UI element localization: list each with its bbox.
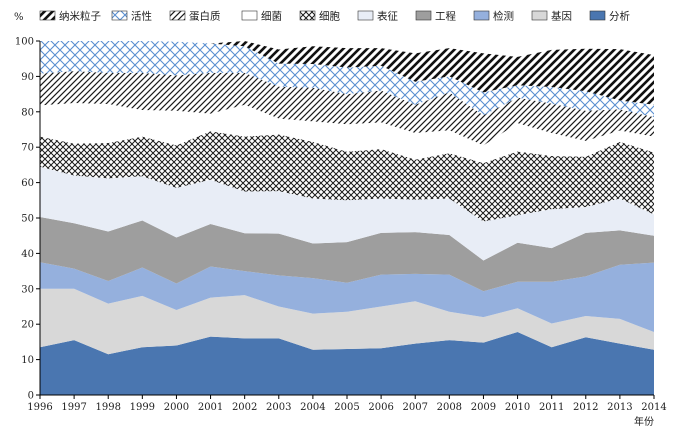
area-series-0 (40, 331, 654, 395)
legend-swatch-series-7 (169, 10, 186, 21)
x-tick-label: 1998 (95, 402, 120, 413)
x-tick-label: 2002 (232, 402, 257, 413)
legend-swatch-series-2 (473, 10, 490, 21)
legend-label-series-0: 分析 (609, 10, 630, 23)
y-tick-label: 20 (21, 320, 34, 331)
area-series-8 (40, 41, 654, 118)
area-series-2 (40, 262, 654, 332)
legend-label-series-8: 活性 (131, 10, 152, 23)
x-tick-label: 2013 (607, 402, 632, 413)
y-tick-label: 90 (21, 72, 34, 83)
x-tick-label: 1999 (130, 402, 155, 413)
y-tick-label: 60 (21, 178, 34, 189)
x-tick-label: 2014 (641, 402, 666, 413)
legend-label-series-6: 细菌 (261, 10, 282, 23)
legend-swatch-series-3 (415, 10, 432, 21)
legend-swatch-series-0 (589, 10, 606, 21)
legend-label-series-2: 检测 (493, 10, 514, 23)
y-tick-label: 80 (21, 107, 34, 118)
y-unit-label: % (14, 12, 24, 23)
axes-layer: 0 10 20 30 40 50 60 70 80 90 100 1996 1997 1998 1999 20… (14, 12, 667, 428)
legend-label-series-7: 蛋白质 (189, 10, 221, 23)
y-tick-label: 70 (21, 143, 34, 154)
x-tick-label: 2000 (164, 402, 189, 413)
area-series-6 (40, 102, 654, 164)
legend-swatch-series-5 (299, 10, 316, 21)
x-tick-label: 2010 (505, 402, 530, 413)
legend: 纳米粒子 活性 蛋白质 细菌 细胞 表征 工程 检测 基因 分析 (39, 10, 630, 23)
x-tick-label: 2011 (539, 402, 564, 413)
x-tick-label: 2012 (573, 402, 598, 413)
legend-label-series-9: 纳米粒子 (59, 10, 101, 23)
x-tick-label: 2004 (300, 402, 325, 413)
area-series-5 (40, 131, 654, 222)
y-tick-label: 30 (21, 284, 34, 295)
area-series-9 (40, 41, 654, 105)
legend-swatch-series-8 (111, 10, 128, 21)
legend-swatch-series-1 (531, 10, 548, 21)
y-tick-label: 10 (21, 355, 34, 366)
x-tick-label: 2003 (266, 402, 291, 413)
x-tick-label: 2008 (437, 402, 462, 413)
area-series-1 (40, 288, 654, 355)
x-tick-label: 2006 (368, 402, 393, 413)
legend-swatch-series-9 (39, 10, 56, 21)
area-series-3 (40, 216, 654, 292)
x-tick-label: 2001 (198, 402, 223, 413)
x-tick-label: 2009 (471, 402, 496, 413)
x-tick-label: 1996 (27, 402, 52, 413)
y-tick-label: 0 (28, 391, 34, 402)
area-series-4 (40, 166, 654, 261)
x-axis-label: 年份 (634, 415, 654, 428)
y-tick-label: 50 (21, 214, 34, 225)
legend-label-series-1: 基因 (551, 10, 572, 23)
x-tick-label: 2005 (334, 402, 359, 413)
legend-swatch-series-4 (357, 10, 374, 21)
legend-label-series-5: 细胞 (319, 10, 340, 23)
legend-label-series-4: 表征 (377, 10, 398, 23)
legend-swatch-series-6 (241, 10, 258, 21)
x-tick-label: 1997 (61, 402, 86, 413)
areas-layer (40, 41, 654, 395)
y-tick-label: 100 (15, 37, 34, 48)
y-tick-label: 40 (21, 249, 34, 260)
legend-label-series-3: 工程 (435, 11, 456, 23)
area-series-7 (40, 71, 654, 146)
x-tick-label: 2007 (402, 402, 427, 413)
